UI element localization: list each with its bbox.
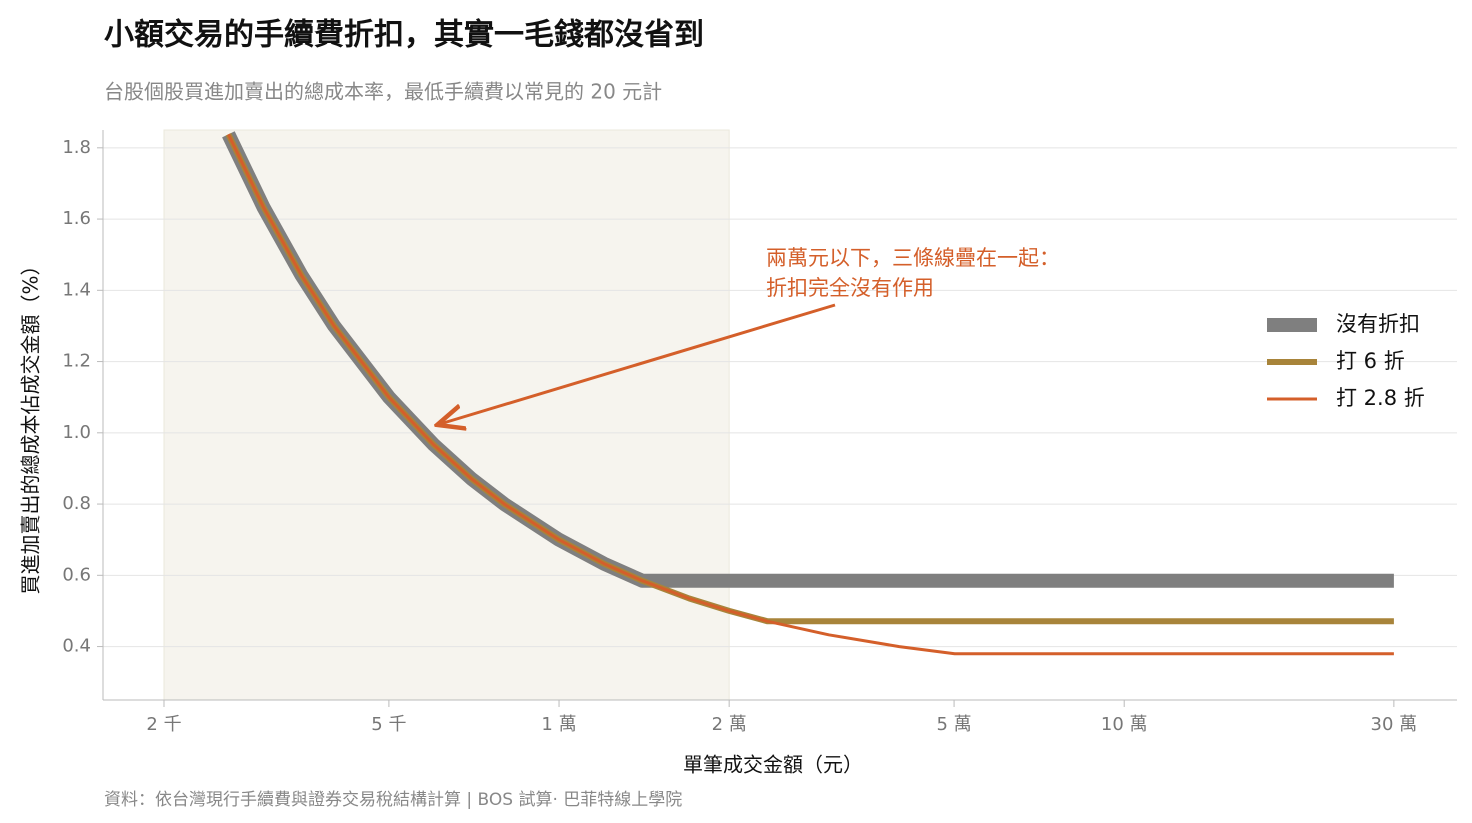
legend-label: 打 2.8 折: [1336, 386, 1425, 410]
y-tick-label: 1.6: [62, 208, 91, 229]
chart-title: 小額交易的手續費折扣，其實一毛錢都沒省到: [104, 18, 704, 53]
plot: 0.4 0.6 0.8 1.0 1.2 1.4 1.6 1.8 2 千 5 千 1 萬 2 萬 5 萬 1…: [62, 129, 1457, 735]
x-tick-label: 1 萬: [541, 714, 576, 735]
x-tick-label: 2 千: [146, 714, 181, 735]
y-tick-label: 1.4: [62, 279, 91, 300]
chart-subtitle: 台股個股買進加賣出的總成本率，最低手續費以常見的 20 元計: [104, 80, 662, 104]
annotation: 折扣完全沒有作用: [766, 276, 934, 300]
y-tick-label: 1.0: [62, 422, 91, 443]
source: 資料：依台灣現行手續費與證券交易稅結構計算 | BOS 試算‧ 巴菲特線上學院: [104, 790, 682, 810]
legend-label: 沒有折扣: [1336, 312, 1420, 336]
y-tick-label: 1.8: [62, 137, 91, 158]
highlight-band: [163, 129, 730, 701]
line: [227, 133, 1394, 656]
annotation-arrow: [440, 303, 836, 424]
annotation: 兩萬元以下，三條線疊在一起：: [766, 246, 1060, 270]
x-tick-label: 2 萬: [712, 714, 747, 735]
x-tick-label: 5 萬: [936, 714, 971, 735]
y-axis-label: 買進加賣出的總成本佔成交金額（%）: [19, 255, 43, 594]
y-tick-label: 1.2: [62, 351, 91, 372]
x-tick-label: 10 萬: [1101, 714, 1148, 735]
x-axis-label: 單筆成交金額（元）: [683, 753, 863, 777]
x-tick-label: 5 千: [371, 714, 406, 735]
x-tick-label: 30 萬: [1371, 714, 1418, 735]
y-tick-label: 0.4: [62, 636, 91, 657]
legend-label: 打 6 折: [1336, 349, 1405, 373]
y-tick-label: 0.6: [62, 564, 91, 585]
y-tick-label: 0.8: [62, 493, 91, 514]
